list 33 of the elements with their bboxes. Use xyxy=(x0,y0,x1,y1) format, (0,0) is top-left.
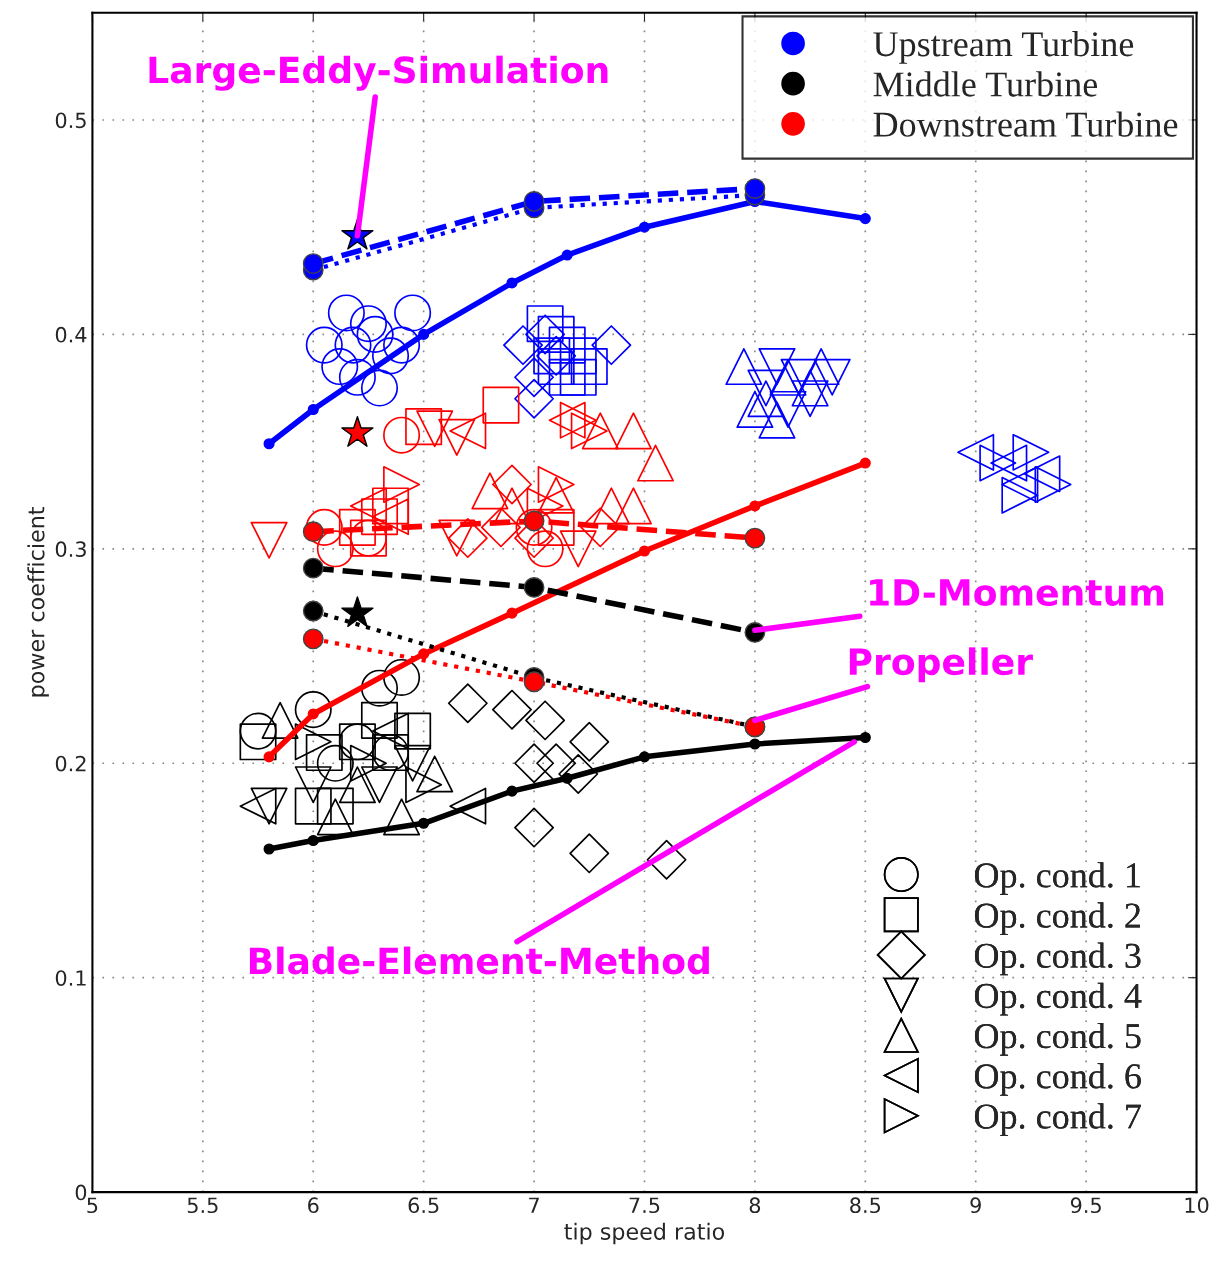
legend-label: Op. cond. 1 xyxy=(974,862,1140,895)
y-tick-label: 0.3 xyxy=(55,541,86,558)
legend-label: Downstream Turbine xyxy=(873,111,1178,137)
legend-label: Op. cond. 3 xyxy=(974,942,1141,976)
legend-label: Op. cond. 7 xyxy=(974,1103,1141,1137)
legend-label: Upstream Turbine xyxy=(873,31,1134,64)
legend-label: Op. cond. 5 xyxy=(974,1022,1141,1056)
legend-label: Middle Turbine xyxy=(873,71,1098,97)
y-tick-label: 0 xyxy=(75,1184,87,1201)
legend-label: Op. cond. 6 xyxy=(974,1063,1141,1096)
x-tick-label: 6.5 xyxy=(408,1197,439,1214)
x-tick-label: 8 xyxy=(749,1197,761,1214)
x-tick-label: 10 xyxy=(1185,1197,1209,1214)
x-tick-label: 9 xyxy=(970,1197,981,1214)
x-axis-title: tip speed ratio xyxy=(564,1222,725,1245)
y-axis-title: power coefficient xyxy=(27,507,49,697)
legend-label: Op. cond. 4 xyxy=(974,982,1142,1016)
x-tick-label: 7.5 xyxy=(629,1197,660,1214)
x-tick-label: 5 xyxy=(87,1197,98,1214)
x-tick-label: 5.5 xyxy=(187,1197,218,1214)
annotation: Blade-Element-Method xyxy=(249,946,709,975)
x-tick-label: 9.5 xyxy=(1070,1197,1101,1214)
y-tick-label: 0.1 xyxy=(55,970,86,986)
annotation: Large-Eddy-Simulation xyxy=(149,55,608,91)
y-tick-label: 0.4 xyxy=(55,326,87,343)
x-tick-label: 7 xyxy=(529,1197,539,1213)
legend-label: Op. cond. 2 xyxy=(974,902,1140,936)
y-tick-label: 0.5 xyxy=(55,112,86,129)
x-tick-label: 6 xyxy=(308,1197,319,1214)
y-tick-label: 0.2 xyxy=(55,755,86,772)
annotation: 1D-Momentum xyxy=(870,579,1164,607)
x-tick-label: 8.5 xyxy=(850,1197,881,1214)
annotation: Propeller xyxy=(849,647,1033,683)
